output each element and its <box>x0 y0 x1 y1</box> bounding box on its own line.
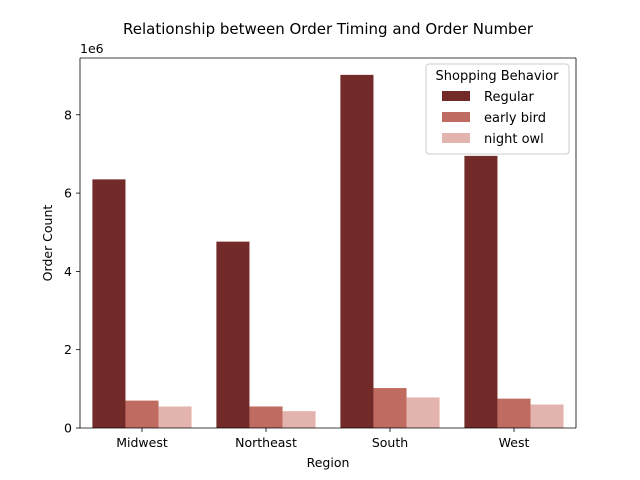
bar-early-bird-midwest <box>125 400 159 428</box>
bar-night-owl-west <box>530 404 564 428</box>
legend-label: night owl <box>484 132 544 147</box>
chart-title: Relationship between Order Timing and Or… <box>123 20 534 38</box>
bar-early-bird-south <box>373 388 407 428</box>
legend-swatch <box>442 91 470 101</box>
bar-night-owl-midwest <box>158 406 192 428</box>
axes <box>79 57 577 429</box>
legend-title: Shopping Behavior <box>436 69 560 84</box>
y-ticks: 0 2 4 6 8 <box>64 107 80 436</box>
bar-regular-west <box>464 155 498 428</box>
y-tick-label: 6 <box>64 186 72 201</box>
plot-area <box>92 74 564 428</box>
x-ticks: Midwest Northeast South West <box>116 428 529 450</box>
bar-early-bird-northeast <box>249 406 283 428</box>
y-tick-label: 4 <box>64 264 72 279</box>
x-tick-label: West <box>499 435 530 450</box>
bar-night-owl-northeast <box>282 411 316 428</box>
bar-early-bird-west <box>497 398 531 428</box>
legend-label: Regular <box>484 90 535 105</box>
bar-regular-midwest <box>92 179 126 428</box>
legend: Shopping Behavior Regular early bird night… <box>425 63 570 155</box>
legend-swatch <box>442 133 470 143</box>
legend-swatch <box>442 112 470 122</box>
y-axis-multiplier: 1e6 <box>80 41 104 56</box>
legend-frame <box>425 63 570 155</box>
bar-regular-northeast <box>216 241 250 428</box>
y-tick-label: 2 <box>64 342 72 357</box>
x-tick-label: Northeast <box>235 435 297 450</box>
y-tick-label: 8 <box>64 107 72 122</box>
x-tick-label: South <box>372 435 408 450</box>
x-tick-label: Midwest <box>116 435 168 450</box>
y-axis-label: Order Count <box>40 205 55 282</box>
x-axis-label: Region <box>307 455 350 470</box>
y-tick-label: 0 <box>64 421 72 436</box>
bar-night-owl-south <box>406 397 440 428</box>
bar-regular-south <box>340 74 374 428</box>
legend-label: early bird <box>484 111 546 126</box>
